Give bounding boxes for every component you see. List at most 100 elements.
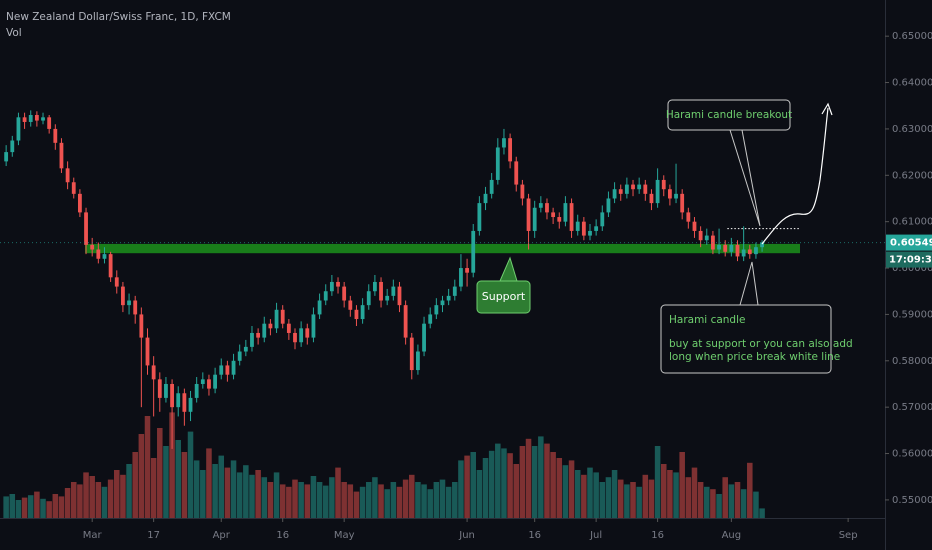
volume-bar <box>359 486 366 518</box>
volume-bar <box>488 450 495 518</box>
volume-pane <box>3 412 765 518</box>
y-tick-label: 0.56000 <box>892 449 932 460</box>
callout-pointer <box>729 129 761 227</box>
candle-body <box>360 305 365 320</box>
candle-body <box>10 140 15 153</box>
callout-pointer <box>499 256 518 282</box>
volume-bar <box>273 472 280 518</box>
volume-bar <box>734 482 741 518</box>
candle-body <box>262 323 267 338</box>
volume-bar <box>138 434 145 518</box>
volume-bar <box>46 501 52 518</box>
volume-bar <box>89 476 95 518</box>
candle-body <box>65 168 70 183</box>
volume-bar <box>353 491 360 518</box>
volume-bar <box>636 486 642 518</box>
volume-bar <box>470 452 476 518</box>
candle-body <box>508 138 513 162</box>
volume-bar <box>593 472 599 518</box>
y-tick-label: 0.64000 <box>892 78 932 89</box>
volume-bar <box>654 446 661 518</box>
volume-bar <box>753 491 759 518</box>
volume-bar <box>587 467 593 518</box>
volume-bar <box>568 460 575 518</box>
candle-body <box>286 323 291 333</box>
volume-bar <box>538 436 544 518</box>
volume-bar <box>120 474 126 518</box>
volume-bar <box>452 482 458 518</box>
candle-body <box>84 212 88 245</box>
y-tick-label: 0.55000 <box>892 495 932 506</box>
volume-bar <box>329 477 335 518</box>
candle-body <box>22 117 27 122</box>
volume-bar <box>335 467 341 518</box>
candle-body <box>391 286 396 296</box>
volume-bar <box>230 460 237 518</box>
last-price-box <box>886 234 932 251</box>
candle-body <box>41 117 45 121</box>
candle-body <box>268 323 273 329</box>
candle-body <box>157 379 162 398</box>
volume-bar <box>372 477 378 518</box>
volume-bar <box>574 470 581 518</box>
countdown-box <box>886 251 932 268</box>
volume-bar <box>464 455 470 518</box>
volume-bar <box>236 472 243 518</box>
volume-bar <box>740 489 747 518</box>
candle-body <box>243 346 248 352</box>
candle-body <box>317 300 322 315</box>
candle-body <box>434 305 439 315</box>
candle-body <box>379 281 383 301</box>
volume-bar <box>114 470 120 518</box>
volume-bar <box>710 489 716 518</box>
x-tick-label: Apr <box>213 530 231 541</box>
volume-bar <box>52 494 59 518</box>
candle-body <box>213 374 218 389</box>
candle-body <box>96 249 101 259</box>
candle-body <box>305 328 310 338</box>
candle-body <box>612 189 617 199</box>
candle-body <box>575 221 580 231</box>
candle-body <box>649 193 654 204</box>
candle-body <box>250 332 254 347</box>
volume-bar <box>304 484 311 518</box>
candle-body <box>606 198 611 213</box>
candle-body <box>90 244 95 250</box>
volume-bar <box>728 484 735 518</box>
candle-body <box>133 300 138 315</box>
volume-bar <box>550 452 556 518</box>
candle-body <box>16 117 21 141</box>
candle-body <box>483 193 488 204</box>
candle-body <box>680 193 685 213</box>
volume-bar <box>107 479 114 518</box>
volume-bar <box>611 470 618 518</box>
volume-bar <box>722 477 728 518</box>
candle-body <box>747 249 752 255</box>
volume-bar <box>697 482 704 518</box>
volume-bar <box>378 484 384 518</box>
candle-body <box>502 138 506 148</box>
candle-body <box>643 184 648 194</box>
volume-bar <box>396 486 403 518</box>
volume-bar <box>704 486 710 518</box>
candle-body <box>661 179 666 190</box>
volume-bar <box>507 453 513 518</box>
candle-body <box>139 314 144 338</box>
candle-body <box>440 300 445 306</box>
volume-bar <box>292 479 298 518</box>
volume-bar <box>759 508 765 518</box>
candle-body <box>188 397 193 412</box>
volume-bar <box>286 486 292 518</box>
candle-body <box>520 184 525 199</box>
volume-bar <box>249 474 255 518</box>
candle-body <box>514 161 519 185</box>
candle-body <box>145 337 150 366</box>
volume-bar <box>77 484 83 518</box>
volume-bar <box>27 495 34 518</box>
volume-bar <box>513 464 520 518</box>
volume-bar <box>58 496 65 518</box>
axes: 0.55000 0.56000 0.57000 0.58000 0.59000 0.600… <box>0 31 932 541</box>
candle-body <box>581 221 586 236</box>
y-tick-label: 0.57000 <box>892 402 932 413</box>
